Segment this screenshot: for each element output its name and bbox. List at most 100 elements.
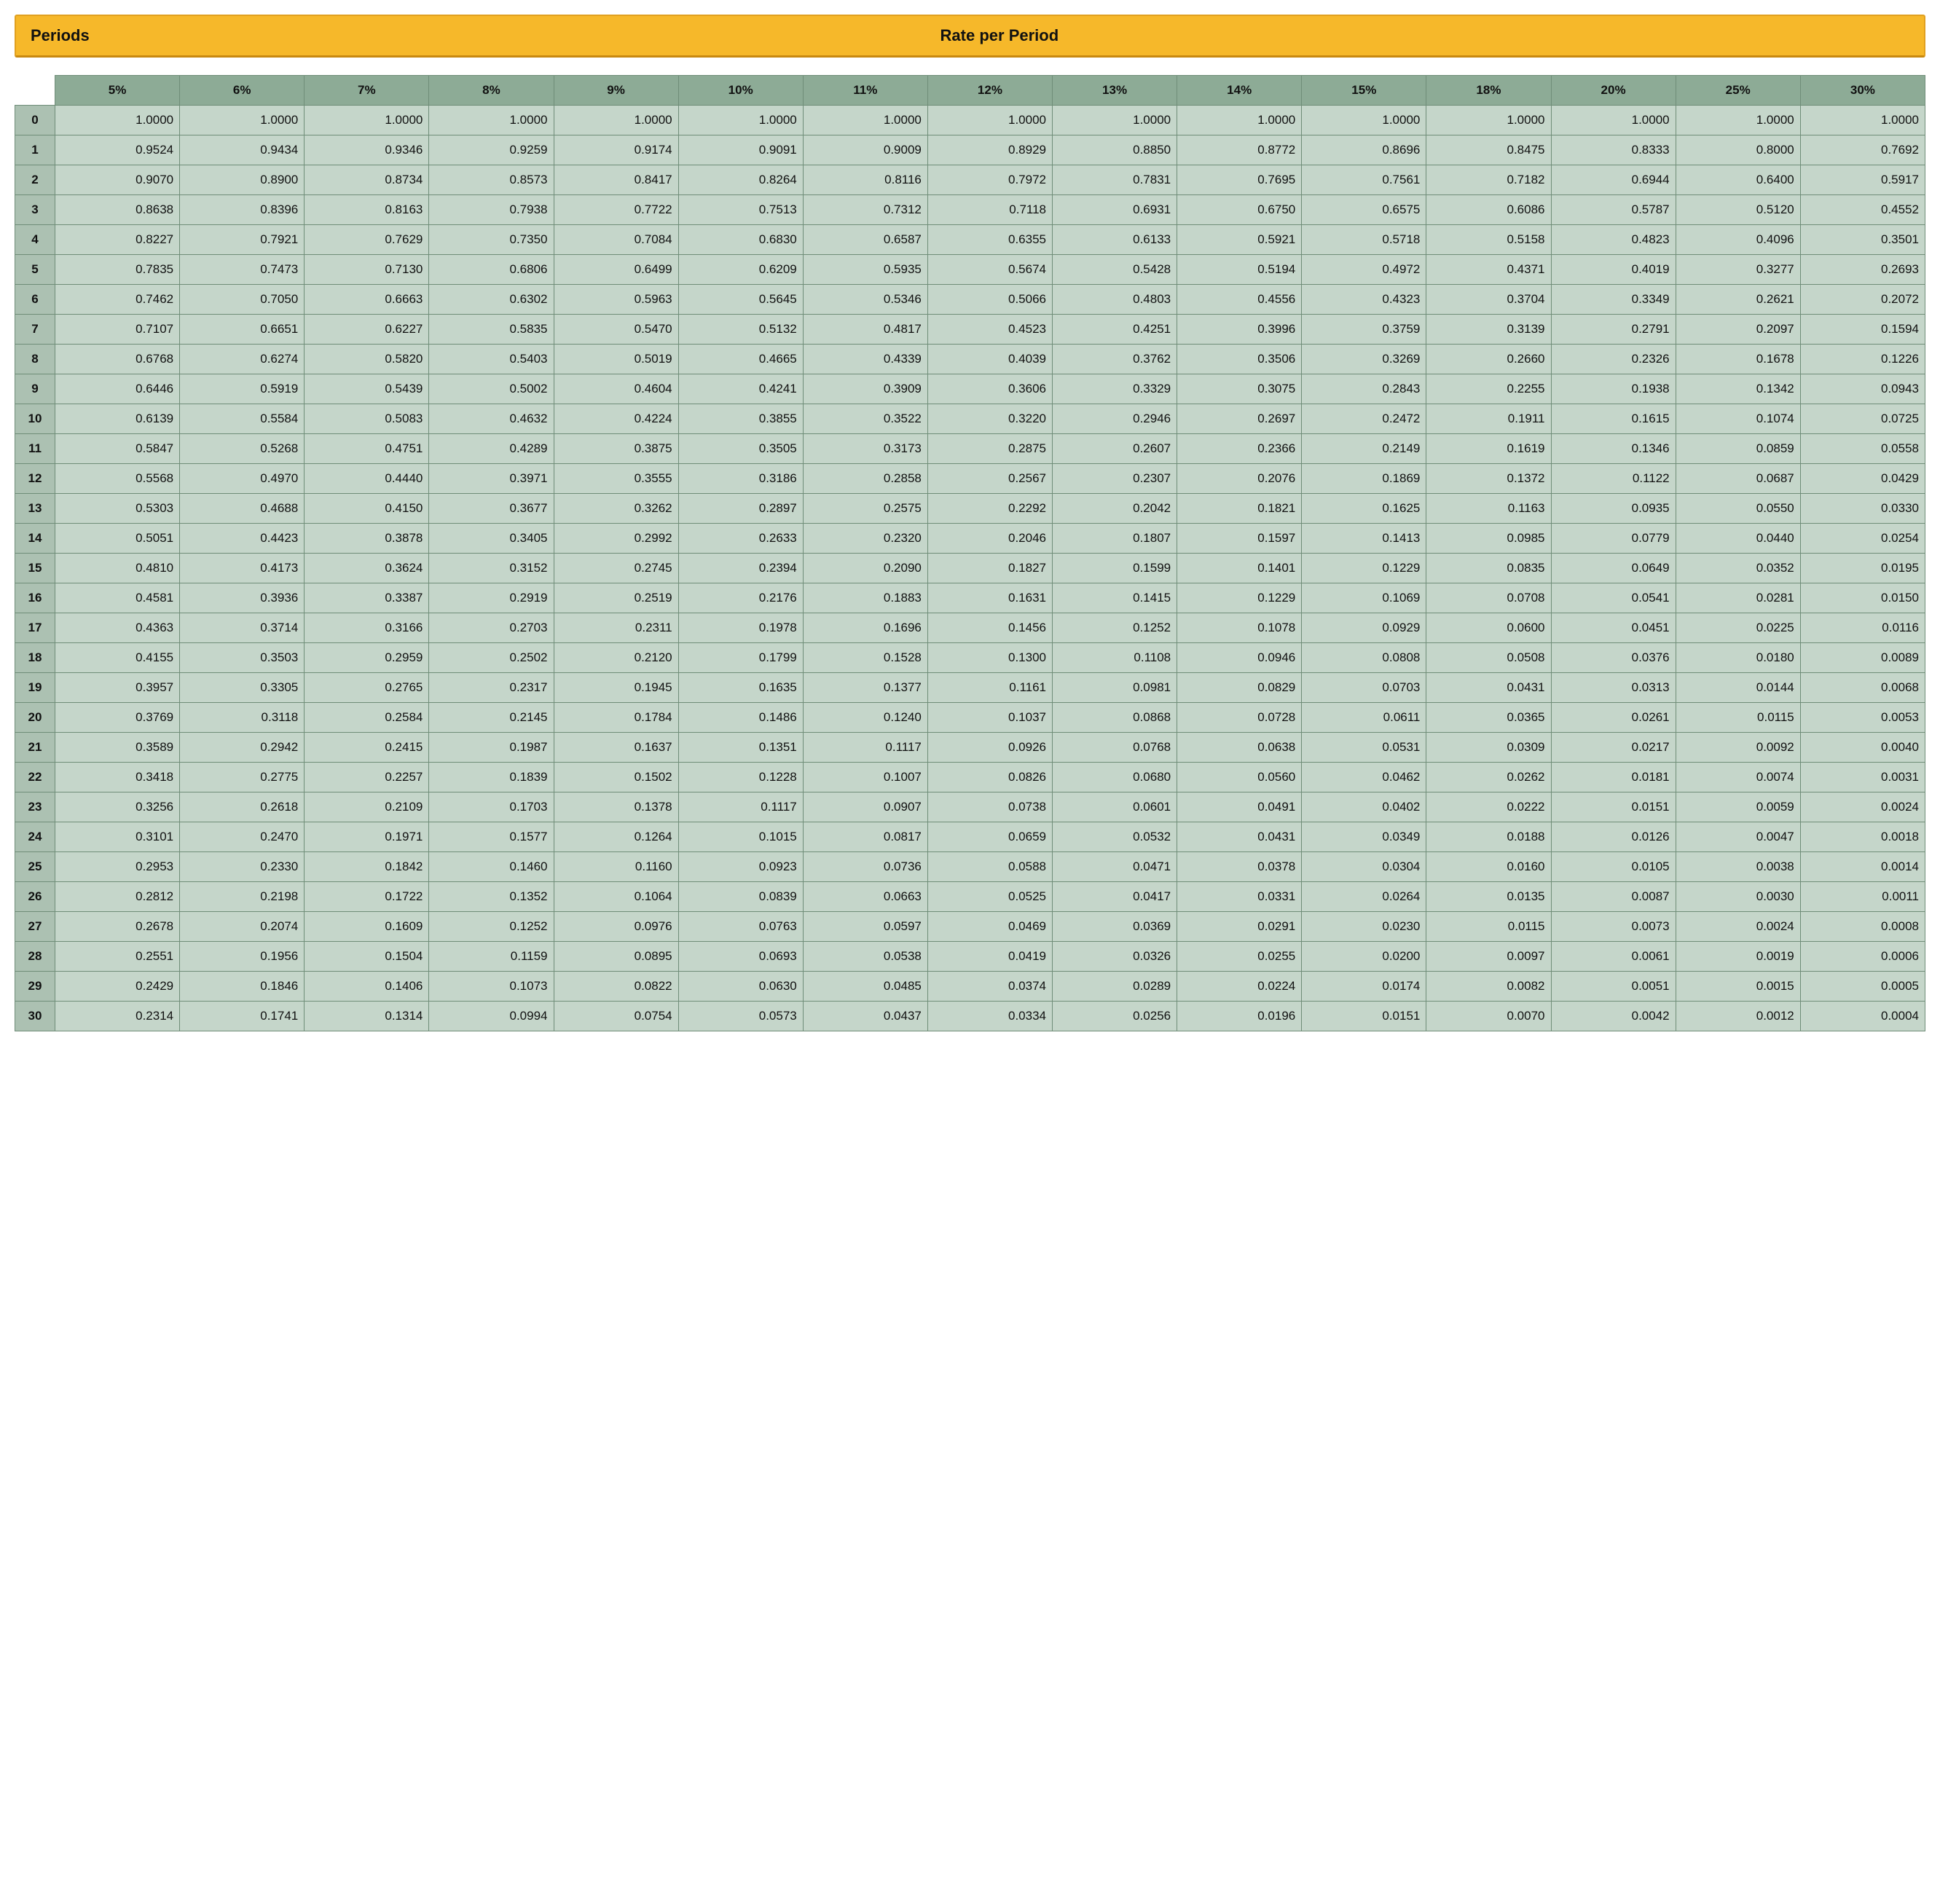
table-row: 150.48100.41730.36240.31520.27450.23940.… xyxy=(15,554,1925,583)
value-cell: 0.5820 xyxy=(305,345,429,374)
value-cell: 0.1945 xyxy=(554,673,678,703)
value-cell: 0.9070 xyxy=(55,165,180,195)
value-cell: 0.1117 xyxy=(678,792,803,822)
value-cell: 0.8850 xyxy=(1053,135,1177,165)
value-cell: 0.2618 xyxy=(180,792,305,822)
value-cell: 0.0663 xyxy=(803,882,927,912)
header-rate-label: Rate per Period xyxy=(90,26,1909,45)
value-cell: 0.4604 xyxy=(554,374,678,404)
value-cell: 0.1037 xyxy=(927,703,1052,733)
value-cell: 0.0151 xyxy=(1551,792,1676,822)
value-cell: 0.2919 xyxy=(429,583,554,613)
table-row: 160.45810.39360.33870.29190.25190.21760.… xyxy=(15,583,1925,613)
value-cell: 0.0817 xyxy=(803,822,927,852)
value-cell: 0.2765 xyxy=(305,673,429,703)
value-cell: 0.7473 xyxy=(180,255,305,285)
value-cell: 0.1821 xyxy=(1177,494,1302,524)
value-cell: 0.4665 xyxy=(678,345,803,374)
value-cell: 0.1784 xyxy=(554,703,678,733)
value-cell: 0.3166 xyxy=(305,613,429,643)
value-cell: 0.0417 xyxy=(1053,882,1177,912)
value-cell: 1.0000 xyxy=(429,106,554,135)
table-row: 250.29530.23300.18420.14600.11600.09230.… xyxy=(15,852,1925,882)
value-cell: 0.6806 xyxy=(429,255,554,285)
value-cell: 0.8696 xyxy=(1302,135,1426,165)
column-header: 5% xyxy=(55,76,180,106)
value-cell: 0.3220 xyxy=(927,404,1052,434)
value-cell: 0.8396 xyxy=(180,195,305,225)
value-cell: 0.0560 xyxy=(1177,763,1302,792)
value-cell: 0.4817 xyxy=(803,315,927,345)
value-cell: 0.2149 xyxy=(1302,434,1426,464)
value-cell: 0.7118 xyxy=(927,195,1052,225)
value-cell: 0.9524 xyxy=(55,135,180,165)
value-cell: 0.4224 xyxy=(554,404,678,434)
value-cell: 0.7084 xyxy=(554,225,678,255)
value-cell: 0.0508 xyxy=(1426,643,1551,673)
column-header: 9% xyxy=(554,76,678,106)
value-cell: 0.2660 xyxy=(1426,345,1551,374)
table-row: 60.74620.70500.66630.63020.59630.56450.5… xyxy=(15,285,1925,315)
period-cell: 30 xyxy=(15,1002,55,1031)
period-cell: 20 xyxy=(15,703,55,733)
table-row: 220.34180.27750.22570.18390.15020.12280.… xyxy=(15,763,1925,792)
value-cell: 0.8000 xyxy=(1676,135,1800,165)
value-cell: 0.7513 xyxy=(678,195,803,225)
value-cell: 0.0082 xyxy=(1426,972,1551,1002)
value-cell: 0.6830 xyxy=(678,225,803,255)
value-cell: 0.1599 xyxy=(1053,554,1177,583)
value-cell: 0.0601 xyxy=(1053,792,1177,822)
value-cell: 0.4440 xyxy=(305,464,429,494)
column-header: 12% xyxy=(927,76,1052,106)
value-cell: 0.4339 xyxy=(803,345,927,374)
value-cell: 0.0485 xyxy=(803,972,927,1002)
value-cell: 0.3075 xyxy=(1177,374,1302,404)
value-cell: 0.0429 xyxy=(1800,464,1925,494)
table-row: 230.32560.26180.21090.17030.13780.11170.… xyxy=(15,792,1925,822)
period-cell: 24 xyxy=(15,822,55,852)
value-cell: 0.2607 xyxy=(1053,434,1177,464)
value-cell: 0.8475 xyxy=(1426,135,1551,165)
value-cell: 0.0304 xyxy=(1302,852,1426,882)
value-cell: 0.3714 xyxy=(180,613,305,643)
table-row: 100.61390.55840.50830.46320.42240.38550.… xyxy=(15,404,1925,434)
period-cell: 17 xyxy=(15,613,55,643)
value-cell: 0.0073 xyxy=(1551,912,1676,942)
column-header: 15% xyxy=(1302,76,1426,106)
value-cell: 0.1987 xyxy=(429,733,554,763)
value-cell: 0.1078 xyxy=(1177,613,1302,643)
value-cell: 0.0008 xyxy=(1800,912,1925,942)
value-cell: 0.0352 xyxy=(1676,554,1800,583)
value-cell: 0.3769 xyxy=(55,703,180,733)
value-cell: 0.0011 xyxy=(1800,882,1925,912)
value-cell: 0.0196 xyxy=(1177,1002,1302,1031)
value-cell: 0.0859 xyxy=(1676,434,1800,464)
value-cell: 0.4810 xyxy=(55,554,180,583)
value-cell: 0.0588 xyxy=(927,852,1052,882)
value-cell: 0.5439 xyxy=(305,374,429,404)
value-cell: 0.0281 xyxy=(1676,583,1800,613)
table-row: 190.39570.33050.27650.23170.19450.16350.… xyxy=(15,673,1925,703)
value-cell: 0.0254 xyxy=(1800,524,1925,554)
value-cell: 0.1159 xyxy=(429,942,554,972)
value-cell: 0.4823 xyxy=(1551,225,1676,255)
value-cell: 0.0115 xyxy=(1676,703,1800,733)
value-cell: 0.0728 xyxy=(1177,703,1302,733)
value-cell: 1.0000 xyxy=(927,106,1052,135)
value-cell: 0.5917 xyxy=(1800,165,1925,195)
period-cell: 28 xyxy=(15,942,55,972)
value-cell: 0.5346 xyxy=(803,285,927,315)
value-cell: 0.0994 xyxy=(429,1002,554,1031)
period-cell: 1 xyxy=(15,135,55,165)
value-cell: 0.0378 xyxy=(1177,852,1302,882)
value-cell: 0.3277 xyxy=(1676,255,1800,285)
value-cell: 0.0611 xyxy=(1302,703,1426,733)
value-cell: 0.5132 xyxy=(678,315,803,345)
value-cell: 0.2176 xyxy=(678,583,803,613)
table-row: 200.37690.31180.25840.21450.17840.14860.… xyxy=(15,703,1925,733)
value-cell: 0.0180 xyxy=(1676,643,1800,673)
value-cell: 0.1161 xyxy=(927,673,1052,703)
period-cell: 15 xyxy=(15,554,55,583)
table-row: 240.31010.24700.19710.15770.12640.10150.… xyxy=(15,822,1925,852)
value-cell: 0.8227 xyxy=(55,225,180,255)
